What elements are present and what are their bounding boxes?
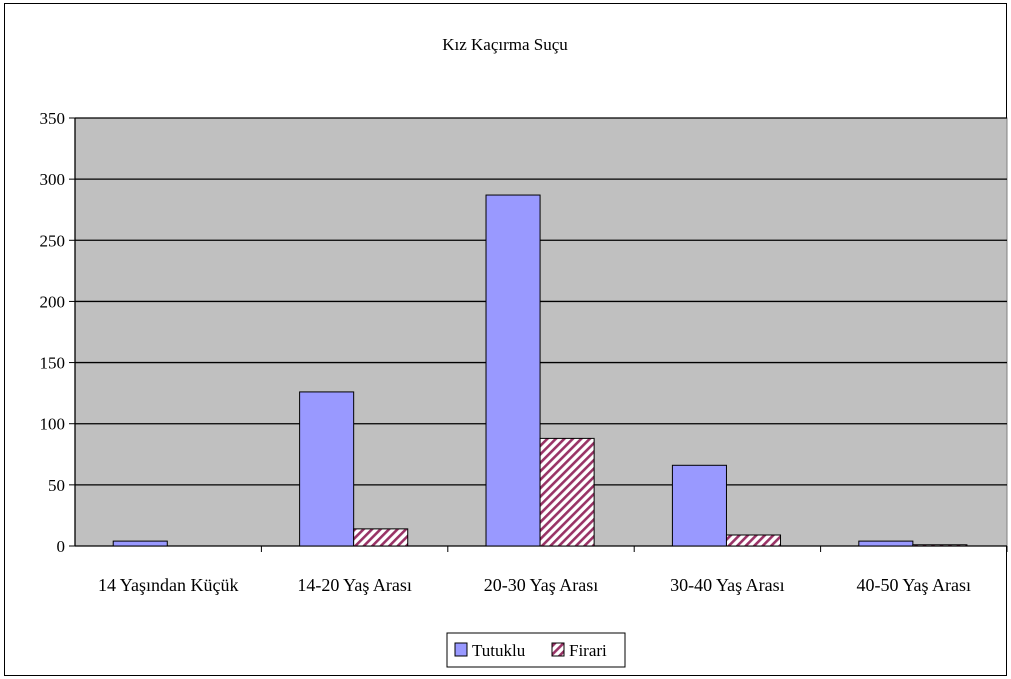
bar-tutuklu <box>858 540 914 547</box>
plot-area: 0 50 100 150 200 250 300 350 14 Yaşından Küçük 14… <box>40 109 1008 595</box>
y-tick-label: 150 <box>40 354 66 373</box>
x-tick-label: 30-40 Yaş Arası <box>670 575 785 595</box>
bar-firari <box>353 528 409 547</box>
legend-label-tutuklu: Tutuklu <box>472 641 526 660</box>
bar-firari <box>912 544 968 547</box>
x-tick-label: 14 Yaşından Küçük <box>98 575 239 595</box>
y-tick-label: 100 <box>40 415 66 434</box>
y-tick-label: 200 <box>40 292 66 311</box>
y-tick-label: 50 <box>48 476 65 495</box>
y-tick-label: 300 <box>40 170 66 189</box>
legend-label-firari: Firari <box>569 641 607 660</box>
bar-tutuklu <box>671 464 727 547</box>
y-tick-label: 250 <box>40 231 66 250</box>
x-tick-label: 14-20 Yaş Arası <box>297 575 412 595</box>
bar-tutuklu <box>485 194 541 547</box>
legend: Tutuklu Firari <box>446 632 626 668</box>
x-tick-label: 40-50 Yaş Arası <box>857 575 972 595</box>
legend-box <box>446 632 626 668</box>
bar-firari <box>725 534 782 547</box>
y-tick-label: 0 <box>57 537 66 556</box>
bar-tutuklu <box>299 391 355 547</box>
y-tick-label: 350 <box>40 109 66 128</box>
x-tick-label: 20-30 Yaş Arası <box>484 575 599 595</box>
legend-swatch-tutuklu <box>454 642 468 657</box>
chart-title: Kız Kaçırma Suçu <box>442 35 568 54</box>
bar-tutuklu <box>112 540 168 547</box>
legend-swatch-firari <box>551 642 565 657</box>
bar-firari <box>539 437 595 547</box>
